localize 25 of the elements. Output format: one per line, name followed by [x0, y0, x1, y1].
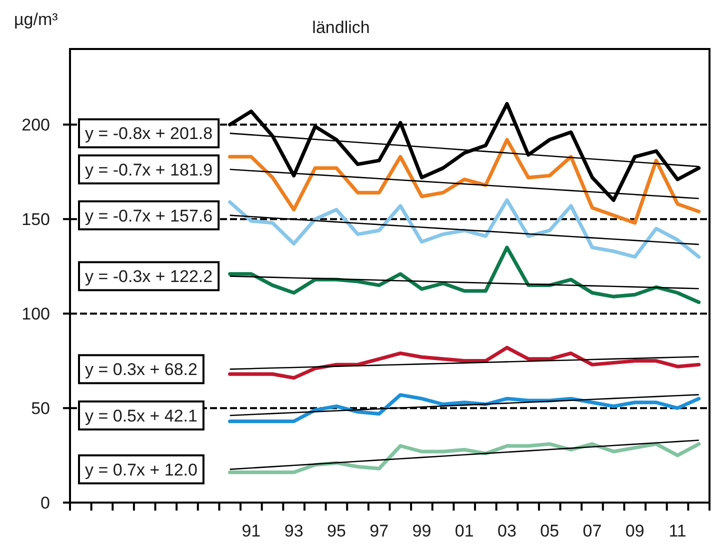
x-tick-label: 95 [326, 522, 346, 541]
y-tick-label: 100 [22, 304, 50, 324]
y-axis-title: µg/m³ [14, 10, 58, 29]
x-tick-label: 99 [412, 522, 432, 541]
y-tick-label: 200 [22, 116, 50, 135]
series-label: y = 0.3x + 68.2 [85, 360, 198, 380]
series-label: y = 0.5x + 42.1 [85, 406, 198, 426]
y-tick-label: 0 [40, 494, 50, 513]
x-tick-label: 05 [540, 522, 560, 541]
x-tick-label: 97 [370, 522, 389, 541]
series-label: y = -0.7x + 157.6 [85, 206, 213, 226]
x-tick-label: 11 [668, 522, 686, 541]
x-tick-label: 07 [582, 522, 602, 541]
series-label: y = -0.3x + 122.2 [85, 267, 213, 286]
x-tick-label: 03 [498, 522, 516, 541]
x-tick-label: 93 [284, 522, 304, 541]
chart-title: ländlich [312, 18, 370, 37]
x-tick-label: 91 [242, 522, 261, 541]
series-label: y = -0.7x + 181.9 [85, 160, 213, 180]
y-tick-label: 150 [22, 210, 50, 230]
x-tick-label: 01 [454, 522, 474, 541]
y-tick-label: 50 [31, 399, 50, 418]
series-label: y = 0.7x + 12.0 [85, 460, 198, 480]
x-tick-label: 09 [625, 522, 644, 541]
series-label: y = -0.8x + 201.8 [85, 124, 213, 144]
